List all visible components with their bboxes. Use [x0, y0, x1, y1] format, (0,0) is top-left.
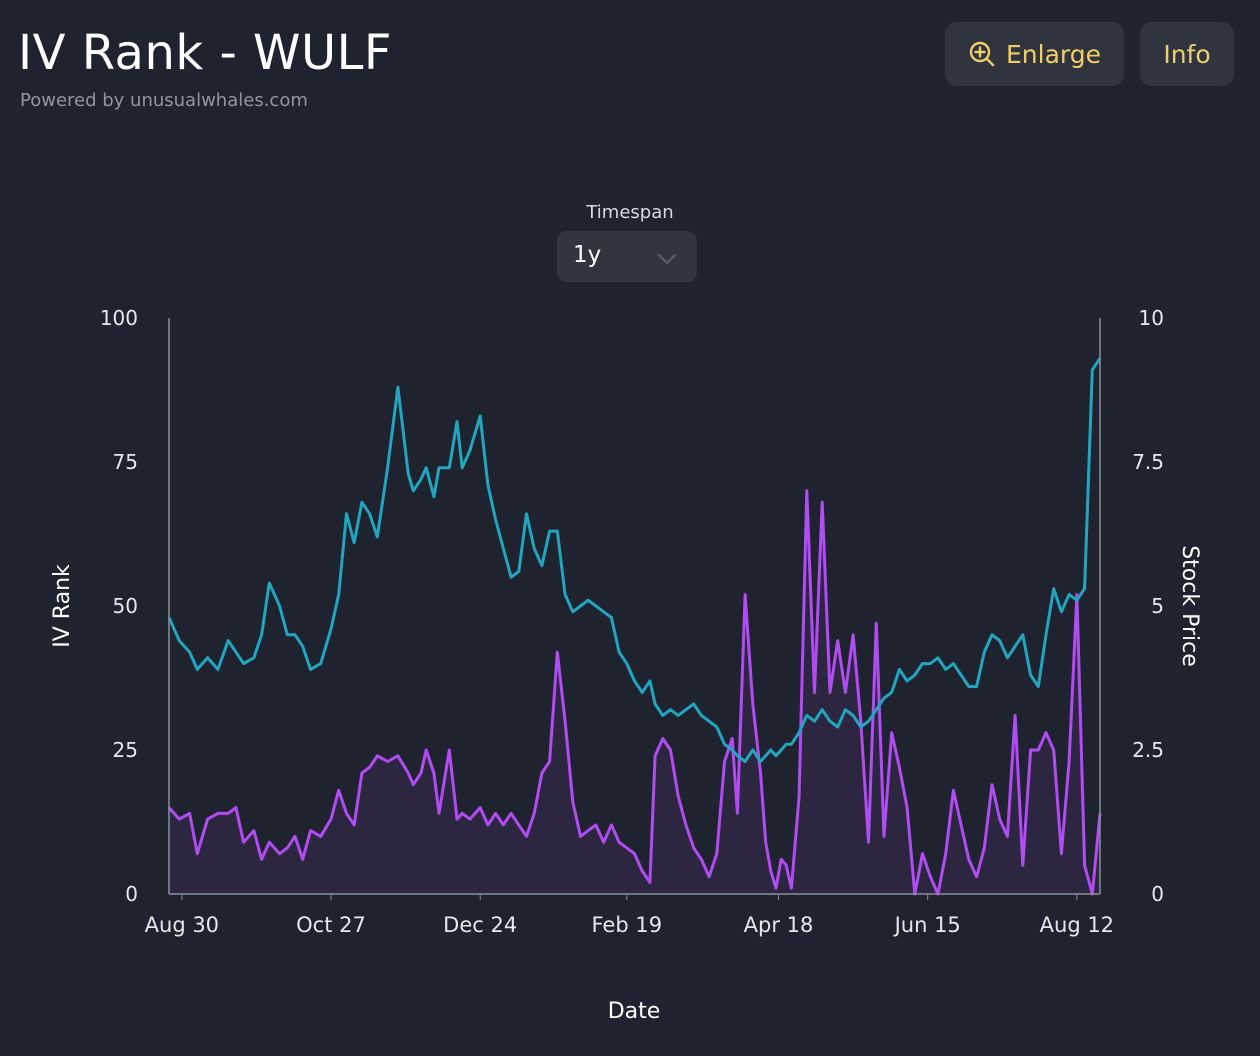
enlarge-button[interactable]: Enlarge — [945, 22, 1124, 86]
x-tick-label: Jun 15 — [893, 913, 961, 937]
stock-price-line — [167, 357, 1102, 763]
chevron-down-icon — [656, 251, 678, 270]
y-left-tick-label: 25 — [113, 738, 138, 762]
x-tick-label: Oct 27 — [296, 913, 366, 937]
y-right-tick-label: 5 — [1151, 594, 1164, 618]
y-right-tick-label: 0 — [1151, 882, 1164, 906]
x-tick-label: Apr 18 — [744, 913, 814, 937]
zoom-in-icon — [968, 40, 996, 68]
powered-by-text: Powered by unusualwhales.com — [20, 90, 308, 111]
info-button[interactable]: Info — [1140, 22, 1234, 86]
timespan-select-value: 1y — [573, 242, 602, 268]
y-left-tick-label: 75 — [113, 450, 138, 474]
info-button-label: Info — [1163, 39, 1211, 69]
y-right-tick-label: 7.5 — [1132, 450, 1164, 474]
iv-rank-line — [167, 489, 1102, 896]
x-tick-label: Aug 30 — [145, 913, 219, 937]
y-axis-left-title: IV Rank — [50, 564, 75, 648]
y-axis-right-title: Stock Price — [1177, 545, 1202, 667]
y-right-tick-label: 10 — [1139, 306, 1164, 330]
x-tick-label: Aug 12 — [1040, 913, 1114, 937]
page-title: IV Rank - WULF — [18, 25, 392, 81]
x-tick-label: Dec 24 — [443, 913, 517, 937]
y-left-tick-label: 0 — [125, 882, 138, 906]
timespan-label: Timespan — [586, 202, 674, 223]
x-axis-title: Date — [608, 999, 661, 1024]
iv-rank-area — [169, 490, 1100, 894]
enlarge-button-label: Enlarge — [1006, 39, 1101, 69]
y-left-tick-label: 100 — [100, 306, 138, 330]
x-tick-label: Feb 19 — [591, 913, 662, 937]
y-left-tick-label: 50 — [113, 594, 138, 618]
y-right-tick-label: 2.5 — [1132, 738, 1164, 762]
